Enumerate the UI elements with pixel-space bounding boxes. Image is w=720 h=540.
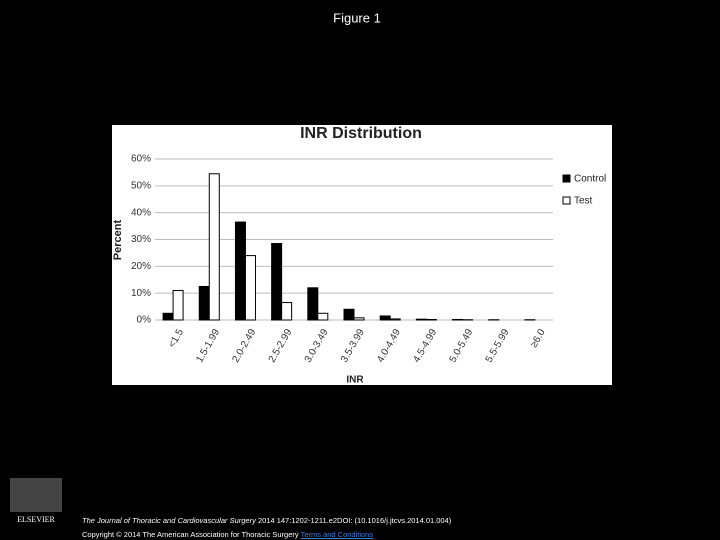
bar: [379, 315, 391, 321]
y-tick-label: 10%: [131, 288, 151, 299]
bar: [343, 308, 355, 321]
bar: [389, 318, 401, 321]
legend-label: Control: [574, 174, 606, 185]
logo-text: ELSEVIER: [17, 515, 55, 524]
citation-line: The Journal of Thoracic and Cardiovascul…: [82, 516, 451, 525]
y-tick-label: 30%: [131, 234, 151, 245]
y-axis-label: Percent: [112, 219, 124, 260]
bar: [281, 302, 293, 321]
y-tick-label: 40%: [131, 207, 151, 218]
copyright: Copyright © 2014 The American Associatio…: [82, 530, 299, 539]
y-tick-label: 60%: [131, 154, 151, 165]
copyright-line: Copyright © 2014 The American Associatio…: [82, 530, 373, 539]
journal-name: The Journal of Thoracic and Cardiovascul…: [82, 516, 256, 525]
bar: [307, 287, 319, 321]
bar: [353, 317, 365, 321]
chart-background: [112, 125, 612, 385]
x-axis-label: INR: [346, 375, 364, 386]
terms-link[interactable]: Terms and Conditions: [300, 530, 374, 539]
y-tick-label: 0%: [137, 315, 152, 326]
logo-image: [10, 478, 62, 512]
figure-label: Figure 1: [333, 10, 381, 25]
bar: [244, 255, 256, 321]
bar: [425, 318, 437, 321]
bar: [317, 312, 329, 321]
bar: [234, 221, 246, 321]
bar: [271, 243, 283, 321]
y-tick-label: 50%: [131, 180, 151, 191]
bar: [208, 173, 220, 321]
bar: [452, 318, 464, 321]
bar: [172, 289, 184, 321]
legend-swatch: [562, 196, 571, 205]
bar: [415, 318, 427, 321]
bar: [198, 285, 210, 321]
citation: 2014 147:1202-1211.e2DOI: (10.1016/j.jtc…: [257, 516, 452, 525]
bar: [162, 312, 174, 321]
chart-title: INR Distribution: [300, 125, 422, 142]
legend-label: Test: [574, 196, 593, 207]
legend-swatch: [562, 174, 571, 183]
y-tick-label: 20%: [131, 261, 151, 272]
